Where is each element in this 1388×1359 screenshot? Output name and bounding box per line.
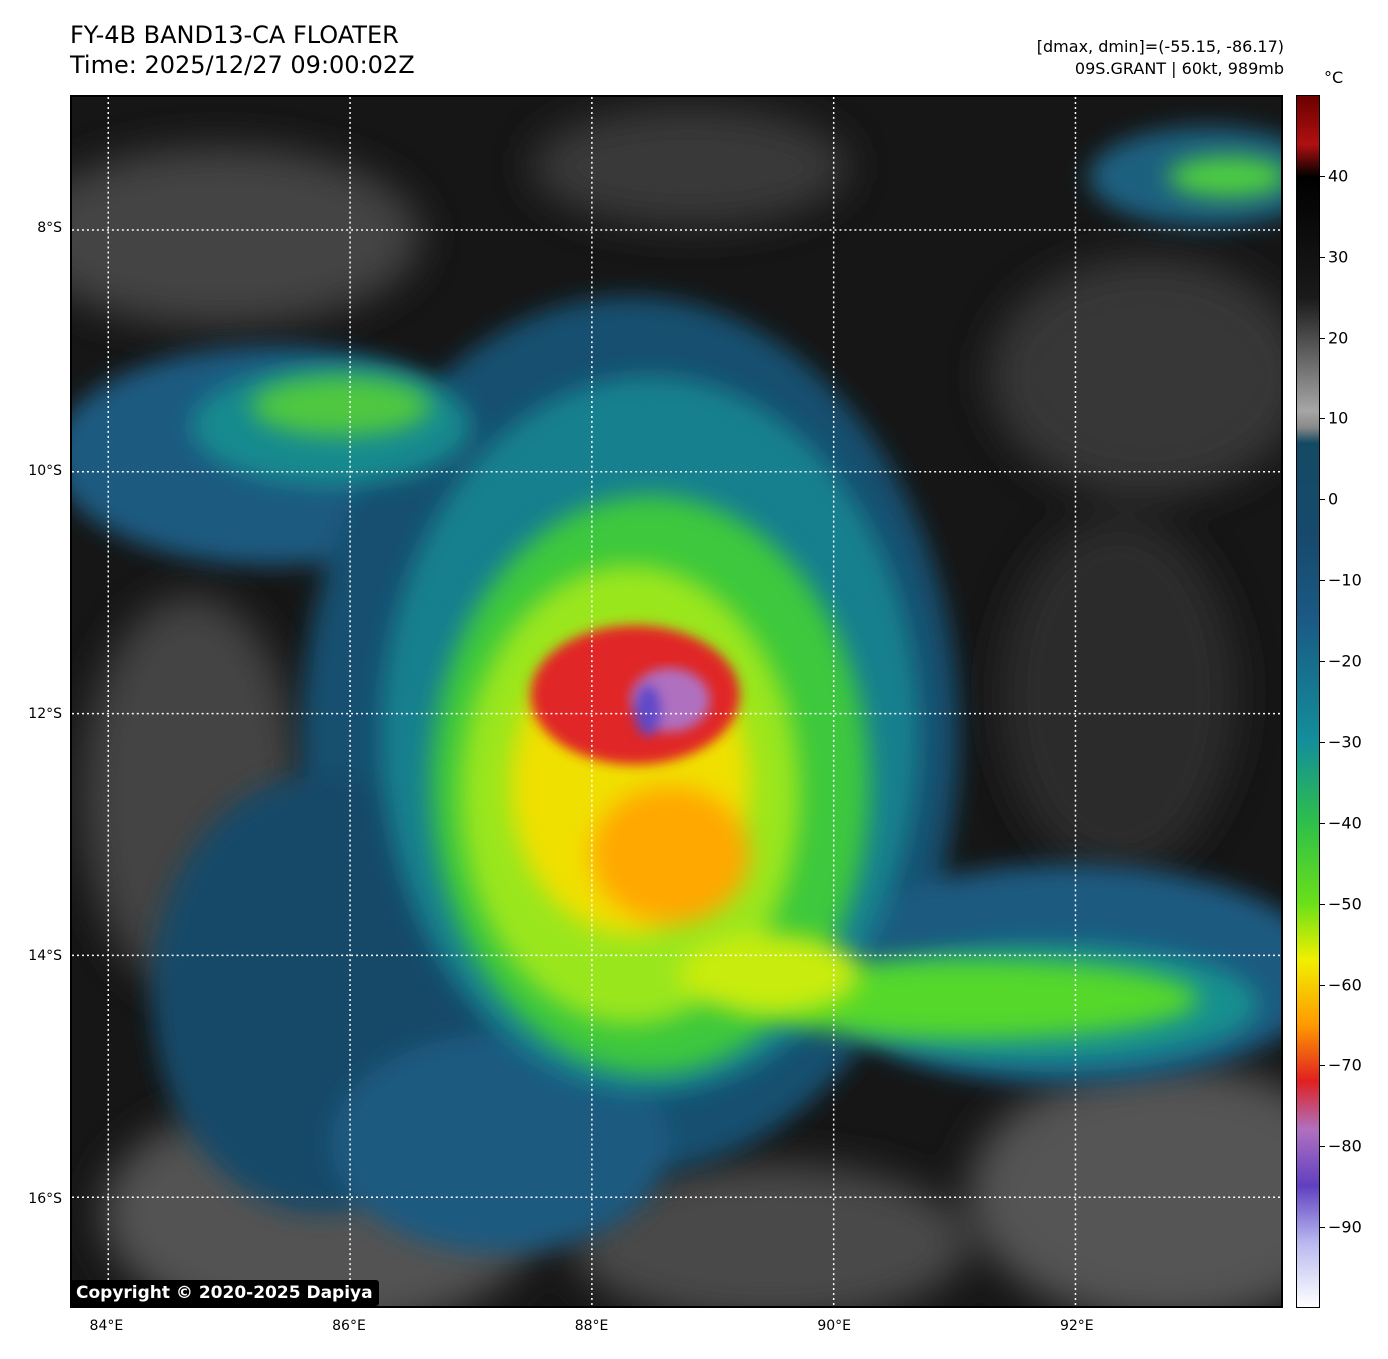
copyright-notice: Copyright © 2020-2025 Dapiya [70, 1280, 379, 1306]
colorbar-tick [1320, 822, 1325, 824]
colorbar-tick [1320, 984, 1325, 986]
colorbar-tick [1320, 418, 1325, 420]
colorbar-tick [1320, 499, 1325, 501]
colorbar-tick-label: −20 [1328, 651, 1362, 671]
lon-tick-label: 90°E [817, 1318, 852, 1334]
colorbar-tick-label: 40 [1328, 166, 1349, 186]
colorbar-tick-label: −90 [1328, 1217, 1362, 1237]
lon-tick-label: 88°E [574, 1318, 609, 1334]
map-imagery [72, 97, 1281, 1306]
colorbar-tick-label: −50 [1328, 894, 1362, 914]
image-timestamp: Time: 2025/12/27 09:00:02Z [70, 51, 415, 79]
lat-tick-label: 10°S [28, 463, 62, 480]
colorbar-tick-label: −60 [1328, 975, 1362, 995]
colorbar-tick [1320, 1146, 1325, 1148]
colorbar-tick-label: −70 [1328, 1055, 1362, 1075]
lon-tick-label: 86°E [332, 1318, 366, 1334]
lat-tick-label: 8°S [37, 220, 62, 237]
colorbar-tick [1320, 256, 1325, 258]
colorbar-tick [1320, 580, 1325, 582]
dmax-dmin-info: [dmax, dmin]=(-55.15, -86.17) [1036, 37, 1284, 56]
colorbar-tick [1320, 661, 1325, 663]
colorbar-tick [1320, 1065, 1325, 1067]
lon-tick-label: 84°E [89, 1318, 124, 1334]
lat-tick-label: 16°S [28, 1190, 62, 1207]
image-title: FY-4B BAND13-CA FLOATER [70, 21, 399, 49]
lon-tick-label: 92°E [1059, 1318, 1094, 1334]
colorbar-tick [1320, 903, 1325, 905]
colorbar-tick [1320, 741, 1325, 743]
lat-tick-label: 14°S [28, 948, 62, 965]
colorbar-tick-label: −10 [1328, 570, 1362, 590]
storm-info: 09S.GRANT | 60kt, 989mb [1074, 59, 1284, 78]
lat-tick-label: 12°S [28, 705, 62, 722]
colorbar-tick-label: −40 [1328, 813, 1362, 833]
colorbar-tick-label: 20 [1328, 328, 1349, 348]
satellite-map[interactable] [70, 95, 1283, 1308]
colorbar-tick [1320, 175, 1325, 177]
colorbar-tick-label: −30 [1328, 732, 1362, 752]
colorbar-unit: °C [1324, 68, 1344, 87]
colorbar [1296, 95, 1320, 1308]
colorbar-tick-label: 30 [1328, 247, 1349, 267]
colorbar-tick-label: −80 [1328, 1136, 1362, 1156]
colorbar-tick-label: 0 [1328, 489, 1339, 509]
colorbar-tick-label: 10 [1328, 408, 1349, 428]
colorbar-tick [1320, 1227, 1325, 1229]
colorbar-tick [1320, 337, 1325, 339]
